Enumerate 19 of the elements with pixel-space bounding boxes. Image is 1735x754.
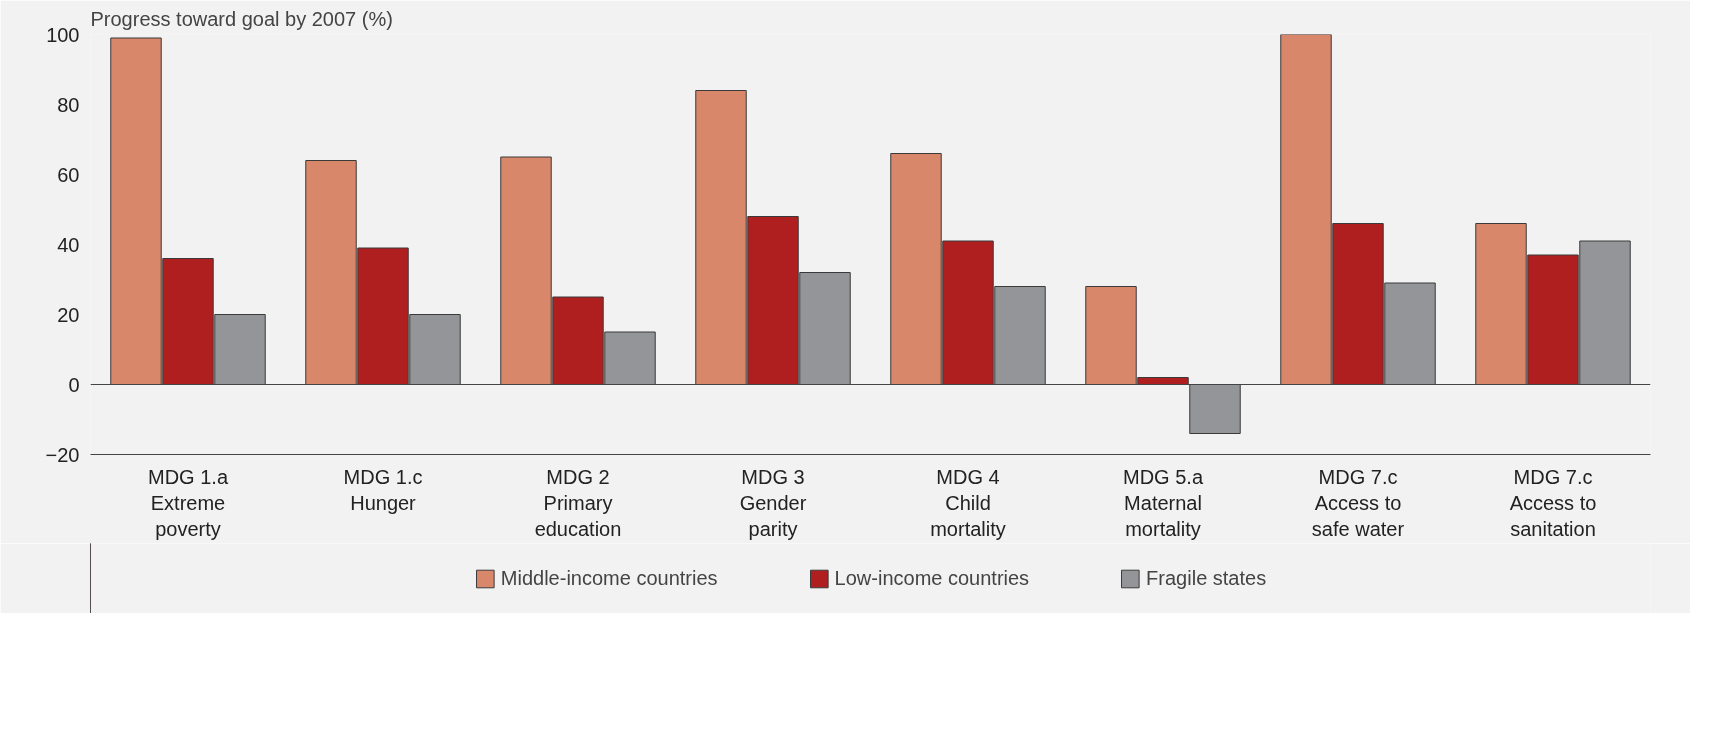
x-tick-label: MDG 1.a Extreme poverty [147, 465, 229, 541]
x-tick-label: MDG 3 Gender parity [739, 465, 807, 541]
y-tick-label: 40 [57, 233, 80, 256]
x-tick-label: MDG 5.a Maternal mortality [1122, 465, 1204, 541]
legend-label: Fragile states [1146, 566, 1267, 590]
x-tick-label: MDG 1.c Hunger [343, 465, 423, 514]
y-tick-label: 0 [68, 373, 80, 396]
x-tick-label: MDG 4 Child mortality [930, 465, 1006, 541]
y-axis-title: Progress toward goal by 2007 (%) [90, 7, 393, 30]
legend-label: Low-income countries [834, 566, 1030, 590]
x-tick-label: MDG 7.c Access to sanitation [1509, 465, 1597, 541]
x-tick-label: MDG 7.c Access to safe water [1311, 465, 1405, 541]
y-tick-label: 100 [46, 23, 80, 46]
x-tick-label: MDG 2 Primary education [534, 465, 622, 541]
y-tick-label: −20 [45, 443, 80, 466]
legend-label: Middle-income countries [500, 566, 718, 590]
y-tick-label: 20 [57, 303, 80, 326]
y-tick-label: 60 [57, 163, 80, 186]
y-tick-label: 80 [57, 93, 80, 116]
